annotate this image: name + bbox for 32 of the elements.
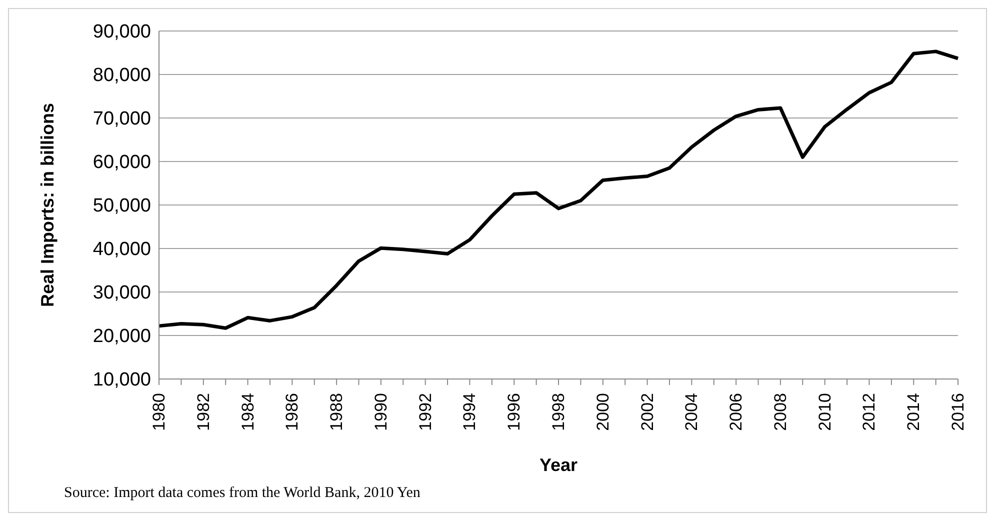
x-tick-label: 1982 (194, 393, 213, 431)
x-tick-label: 1980 (150, 393, 168, 431)
x-tick-label: 1984 (238, 393, 258, 431)
x-tick-label: 2000 (593, 393, 612, 431)
y-tick-label: 60,000 (92, 152, 151, 174)
y-tick-label: 20,000 (92, 326, 151, 348)
x-tick-label: 2012 (860, 393, 879, 431)
x-tick-label: 2006 (726, 393, 746, 431)
source-note: Source: Import data comes from the World Bank, 2010 Yen (64, 485, 420, 502)
y-tick-label: 70,000 (92, 108, 151, 130)
x-tick-label: 1986 (282, 393, 302, 431)
x-tick-label: 2002 (638, 393, 657, 431)
y-tick-label: 30,000 (92, 282, 151, 304)
y-tick-label: 90,000 (92, 22, 151, 43)
x-tick-label: 2004 (682, 393, 702, 431)
y-tick-label: 50,000 (92, 196, 151, 217)
x-axis-title: Year (539, 455, 578, 475)
x-tick-label: 2010 (815, 393, 834, 431)
y-tick-label: 40,000 (92, 239, 151, 260)
x-tick-label: 1988 (327, 393, 346, 431)
x-tick-label: 1996 (504, 393, 524, 431)
x-tick-label: 1994 (460, 393, 480, 431)
x-tick-label: 1992 (416, 393, 435, 431)
x-tick-label: 2014 (904, 393, 924, 431)
line-series (157, 50, 960, 330)
y-axis-title: Real Imports: in billions (37, 102, 58, 308)
x-tick-label: 1990 (371, 393, 390, 431)
x-tick-label: 2016 (948, 393, 968, 431)
x-tick-label: 1998 (549, 393, 568, 431)
x-tick-label: 2008 (770, 393, 790, 431)
y-tick-label: 80,000 (92, 65, 151, 86)
y-tick-label: 10,000 (92, 370, 151, 391)
